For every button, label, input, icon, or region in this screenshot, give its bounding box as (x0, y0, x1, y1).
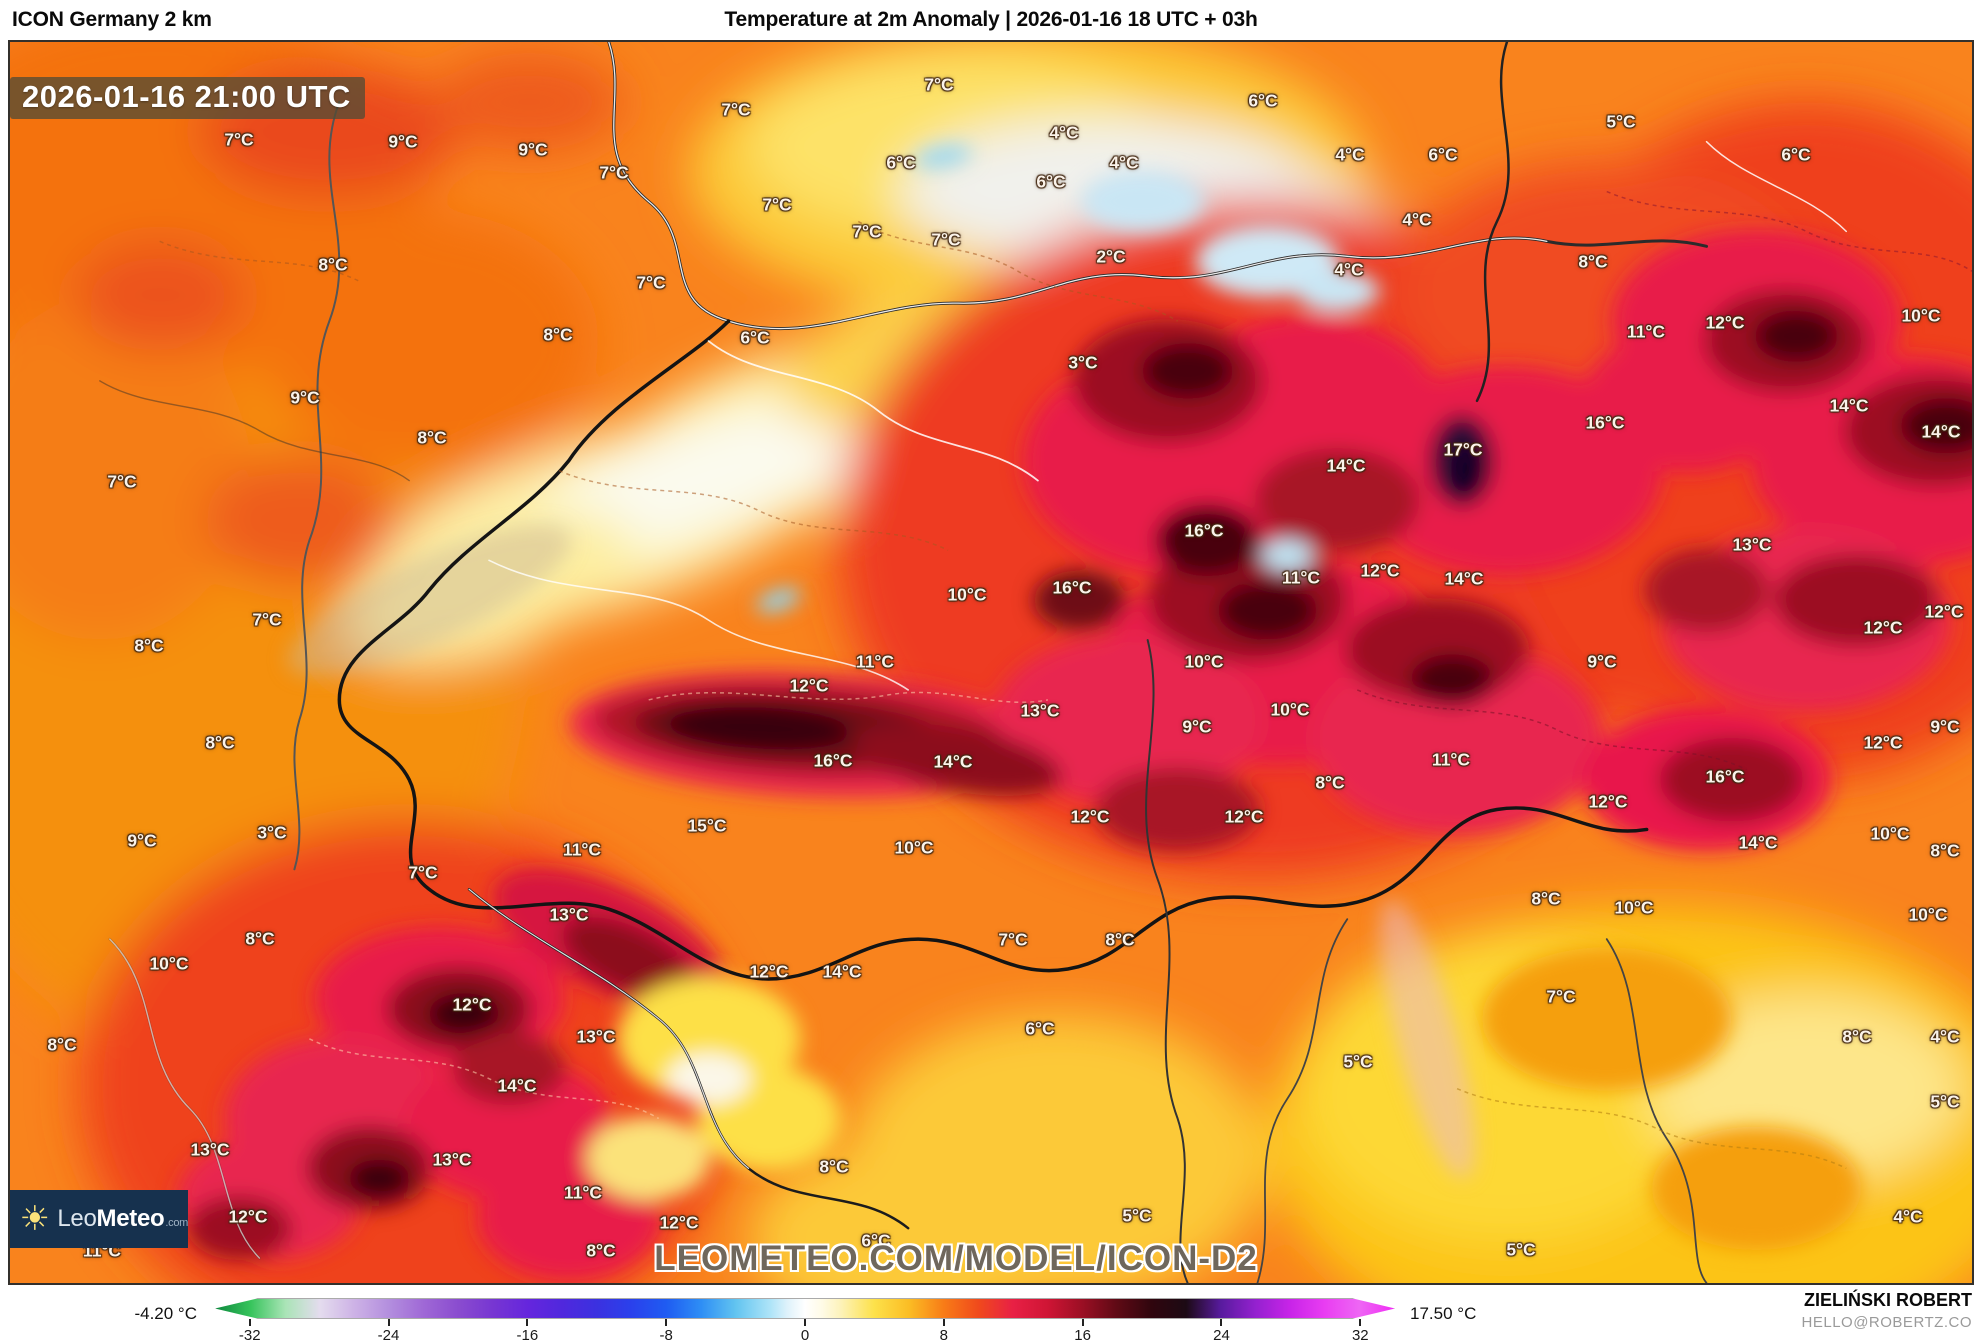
colorbar-tick-label: -8 (659, 1327, 673, 1344)
leometeo-logo[interactable]: ☀ LeoMeteo.com (10, 1190, 188, 1248)
colorbar-tick-label: 32 (1351, 1327, 1369, 1344)
colorbar-tick (804, 1319, 806, 1326)
page-title: Temperature at 2m Anomaly | 2026-01-16 1… (724, 8, 1258, 31)
colorbar-tick-label: -16 (516, 1327, 539, 1344)
colorbar-tick (1359, 1319, 1362, 1326)
colorbar-tick-label: -32 (238, 1327, 261, 1344)
colorbar-tick (942, 1319, 945, 1326)
colorbar-tick (526, 1319, 529, 1326)
map-canvas[interactable] (8, 40, 1974, 1285)
colorbar-tick (1220, 1319, 1223, 1326)
colorbar-tick-label: 16 (1074, 1327, 1091, 1344)
colorbar-tick-label: 24 (1213, 1327, 1230, 1344)
colorbar-tick (387, 1319, 390, 1326)
sun-icon: ☀ (19, 1200, 50, 1238)
colorbar-tick-label: 0 (800, 1327, 810, 1344)
credit-email: HELLO@ROBERTZ.CO (1801, 1314, 1972, 1331)
colorbar-tick-label: 8 (939, 1327, 948, 1344)
colorbar-min-value: -4.20 °C (134, 1304, 197, 1323)
model-name: ICON Germany 2 km (12, 8, 212, 31)
colorbar-max-value: 17.50 °C (1410, 1304, 1477, 1323)
footer-bar: -4.20 °C -32 -24 -16 -8 0 8 16 24 32 17.50 °C ZI… (0, 1287, 1982, 1344)
colorbar-tick (248, 1319, 251, 1326)
colorbar-gradient (215, 1298, 1395, 1319)
valid-time-chip: 2026-01-16 21:00 UTC (10, 77, 365, 119)
colorbar-tick (665, 1319, 668, 1326)
logo-tld: .com (165, 1217, 188, 1229)
colorbar-tick (1081, 1319, 1084, 1326)
anomaly-raster (10, 42, 1972, 1283)
logo-wordmark: LeoMeteo.com (57, 1205, 188, 1232)
header-bar: ICON Germany 2 km Temperature at 2m Anom… (0, 0, 1982, 40)
watermark-url: LEOMETEO.COM/MODEL/ICON-D2 (654, 1239, 1258, 1278)
colorbar: -32 -24 -16 -8 0 8 16 24 32 (215, 1298, 1395, 1344)
credit-name: ZIELIŃSKI ROBERT (1803, 1290, 1972, 1310)
colorbar-tick-label: -24 (377, 1327, 400, 1344)
